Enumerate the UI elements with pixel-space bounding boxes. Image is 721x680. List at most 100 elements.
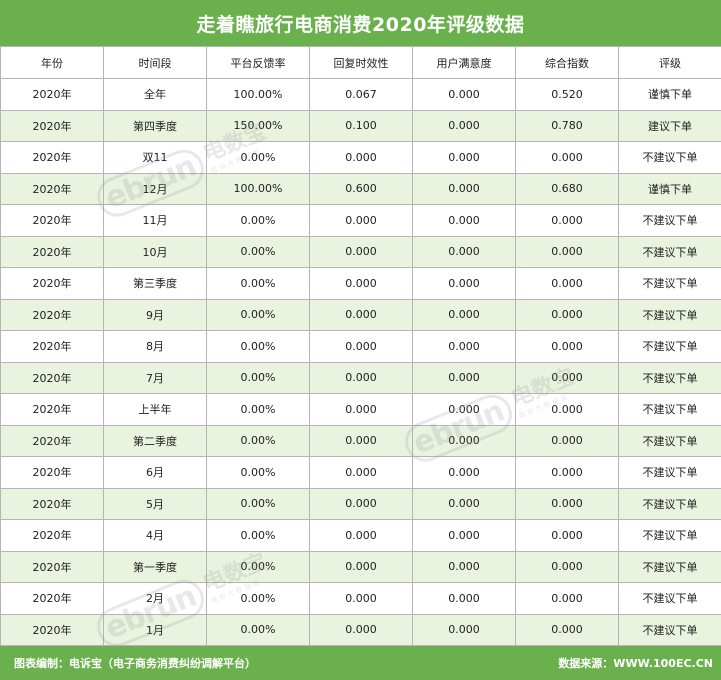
cell-feedback-rate: 100.00%	[206, 78, 310, 111]
cell-user-satisfaction: 0.000	[412, 519, 516, 552]
cell-reply-timeliness: 0.000	[309, 235, 413, 268]
cell-year: 2020年	[0, 456, 104, 489]
column-header: 回复时效性	[309, 46, 413, 79]
cell-user-satisfaction: 0.000	[412, 235, 516, 268]
cell-composite-index: 0.000	[515, 141, 619, 174]
cell-feedback-rate: 0.00%	[206, 393, 310, 426]
cell-year: 2020年	[0, 361, 104, 394]
column-header: 综合指数	[515, 46, 619, 79]
table-row: 2020年 4月 0.00% 0.000 0.000 0.000 不建议下单	[0, 519, 721, 552]
cell-period: 双11	[103, 141, 207, 174]
cell-user-satisfaction: 0.000	[412, 424, 516, 457]
table-header-row: 年份 时间段 平台反馈率 回复时效性 用户满意度 综合指数 评级	[0, 46, 721, 79]
cell-user-satisfaction: 0.000	[412, 78, 516, 111]
cell-period: 4月	[103, 519, 207, 552]
cell-feedback-rate: 0.00%	[206, 456, 310, 489]
cell-period: 全年	[103, 78, 207, 111]
cell-reply-timeliness: 0.000	[309, 141, 413, 174]
cell-year: 2020年	[0, 267, 104, 300]
cell-composite-index: 0.000	[515, 487, 619, 520]
cell-year: 2020年	[0, 393, 104, 426]
cell-user-satisfaction: 0.000	[412, 109, 516, 142]
cell-feedback-rate: 0.00%	[206, 235, 310, 268]
cell-year: 2020年	[0, 204, 104, 237]
table-row: 2020年 上半年 0.00% 0.000 0.000 0.000 不建议下单	[0, 393, 721, 426]
cell-feedback-rate: 0.00%	[206, 298, 310, 331]
table-row: 2020年 12月 100.00% 0.600 0.000 0.680 谨慎下单	[0, 172, 721, 205]
table-row: 2020年 8月 0.00% 0.000 0.000 0.000 不建议下单	[0, 330, 721, 363]
cell-year: 2020年	[0, 141, 104, 174]
cell-reply-timeliness: 0.000	[309, 424, 413, 457]
cell-year: 2020年	[0, 109, 104, 142]
cell-user-satisfaction: 0.000	[412, 456, 516, 489]
cell-user-satisfaction: 0.000	[412, 298, 516, 331]
cell-period: 第二季度	[103, 424, 207, 457]
rating-table: 年份 时间段 平台反馈率 回复时效性 用户满意度 综合指数 评级 2020年 全年 100.00…	[0, 46, 721, 646]
cell-rating: 不建议下单	[618, 487, 721, 520]
cell-reply-timeliness: 0.000	[309, 613, 413, 646]
cell-composite-index: 0.000	[515, 204, 619, 237]
cell-user-satisfaction: 0.000	[412, 613, 516, 646]
cell-rating: 不建议下单	[618, 361, 721, 394]
cell-user-satisfaction: 0.000	[412, 267, 516, 300]
cell-feedback-rate: 0.00%	[206, 613, 310, 646]
cell-composite-index: 0.000	[515, 613, 619, 646]
cell-user-satisfaction: 0.000	[412, 550, 516, 583]
column-header: 时间段	[103, 46, 207, 79]
cell-period: 5月	[103, 487, 207, 520]
cell-composite-index: 0.000	[515, 235, 619, 268]
cell-composite-index: 0.000	[515, 456, 619, 489]
cell-reply-timeliness: 0.000	[309, 298, 413, 331]
table-row: 2020年 第四季度 150.00% 0.100 0.000 0.780 建议下单	[0, 109, 721, 142]
cell-year: 2020年	[0, 519, 104, 552]
table-row: 2020年 第二季度 0.00% 0.000 0.000 0.000 不建议下单	[0, 424, 721, 457]
cell-feedback-rate: 0.00%	[206, 361, 310, 394]
cell-period: 1月	[103, 613, 207, 646]
cell-rating: 不建议下单	[618, 330, 721, 363]
cell-period: 7月	[103, 361, 207, 394]
cell-user-satisfaction: 0.000	[412, 487, 516, 520]
table-row: 2020年 5月 0.00% 0.000 0.000 0.000 不建议下单	[0, 487, 721, 520]
cell-reply-timeliness: 0.000	[309, 456, 413, 489]
cell-feedback-rate: 0.00%	[206, 330, 310, 363]
cell-user-satisfaction: 0.000	[412, 582, 516, 615]
cell-reply-timeliness: 0.000	[309, 330, 413, 363]
table-row: 2020年 第一季度 0.00% 0.000 0.000 0.000 不建议下单	[0, 550, 721, 583]
cell-period: 2月	[103, 582, 207, 615]
cell-year: 2020年	[0, 298, 104, 331]
cell-composite-index: 0.780	[515, 109, 619, 142]
table-row: 2020年 双11 0.00% 0.000 0.000 0.000 不建议下单	[0, 141, 721, 174]
cell-composite-index: 0.000	[515, 550, 619, 583]
cell-reply-timeliness: 0.100	[309, 109, 413, 142]
cell-period: 上半年	[103, 393, 207, 426]
footer-source-credit: 图表编制：电诉宝（电子商务消费纠纷调解平台）	[14, 657, 256, 670]
cell-user-satisfaction: 0.000	[412, 393, 516, 426]
cell-year: 2020年	[0, 78, 104, 111]
table-row: 2020年 1月 0.00% 0.000 0.000 0.000 不建议下单	[0, 613, 721, 646]
cell-rating: 不建议下单	[618, 204, 721, 237]
cell-feedback-rate: 100.00%	[206, 172, 310, 205]
page-title: 走着瞧旅行电商消费2020年评级数据	[0, 0, 721, 46]
cell-period: 9月	[103, 298, 207, 331]
footer-data-source: 数据来源：WWW.100EC.CN	[558, 657, 713, 670]
cell-composite-index: 0.000	[515, 267, 619, 300]
cell-period: 第一季度	[103, 550, 207, 583]
cell-user-satisfaction: 0.000	[412, 330, 516, 363]
cell-year: 2020年	[0, 550, 104, 583]
cell-feedback-rate: 0.00%	[206, 550, 310, 583]
cell-rating: 不建议下单	[618, 456, 721, 489]
cell-rating: 建议下单	[618, 109, 721, 142]
table-row: 2020年 第三季度 0.00% 0.000 0.000 0.000 不建议下单	[0, 267, 721, 300]
cell-period: 12月	[103, 172, 207, 205]
cell-rating: 不建议下单	[618, 267, 721, 300]
cell-reply-timeliness: 0.000	[309, 582, 413, 615]
table-row: 2020年 9月 0.00% 0.000 0.000 0.000 不建议下单	[0, 298, 721, 331]
table-row: 2020年 10月 0.00% 0.000 0.000 0.000 不建议下单	[0, 235, 721, 268]
cell-rating: 不建议下单	[618, 393, 721, 426]
cell-user-satisfaction: 0.000	[412, 361, 516, 394]
cell-rating: 谨慎下单	[618, 78, 721, 111]
cell-year: 2020年	[0, 424, 104, 457]
cell-composite-index: 0.000	[515, 330, 619, 363]
cell-composite-index: 0.000	[515, 582, 619, 615]
column-header: 评级	[618, 46, 721, 79]
